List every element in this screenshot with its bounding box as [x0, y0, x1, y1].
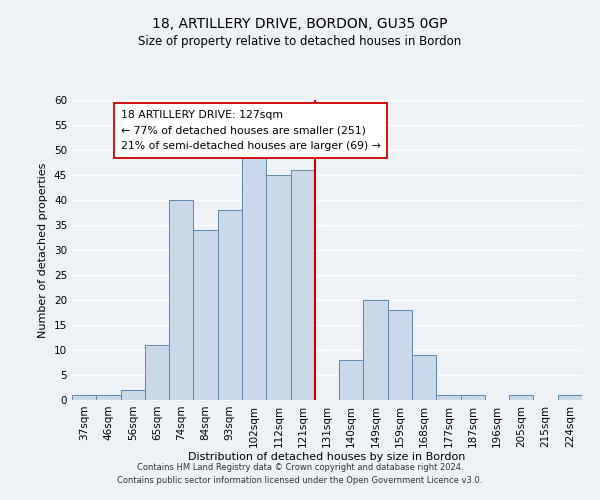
Bar — [266, 175, 290, 400]
Bar — [72, 395, 96, 400]
Bar — [388, 310, 412, 400]
Bar — [145, 345, 169, 400]
Text: 18, ARTILLERY DRIVE, BORDON, GU35 0GP: 18, ARTILLERY DRIVE, BORDON, GU35 0GP — [152, 18, 448, 32]
Y-axis label: Number of detached properties: Number of detached properties — [38, 162, 49, 338]
Bar — [218, 210, 242, 400]
Bar — [412, 355, 436, 400]
Bar — [290, 170, 315, 400]
Bar — [121, 390, 145, 400]
Bar — [558, 395, 582, 400]
Bar — [242, 155, 266, 400]
Text: Size of property relative to detached houses in Bordon: Size of property relative to detached ho… — [139, 35, 461, 48]
Bar — [169, 200, 193, 400]
Bar — [461, 395, 485, 400]
Text: Distribution of detached houses by size in Bordon: Distribution of detached houses by size … — [188, 452, 466, 462]
Bar — [509, 395, 533, 400]
Bar — [364, 300, 388, 400]
Text: Contains HM Land Registry data © Crown copyright and database right 2024.
Contai: Contains HM Land Registry data © Crown c… — [118, 463, 482, 485]
Bar — [193, 230, 218, 400]
Bar — [436, 395, 461, 400]
Bar — [96, 395, 121, 400]
Bar — [339, 360, 364, 400]
Text: 18 ARTILLERY DRIVE: 127sqm
← 77% of detached houses are smaller (251)
21% of sem: 18 ARTILLERY DRIVE: 127sqm ← 77% of deta… — [121, 110, 380, 151]
